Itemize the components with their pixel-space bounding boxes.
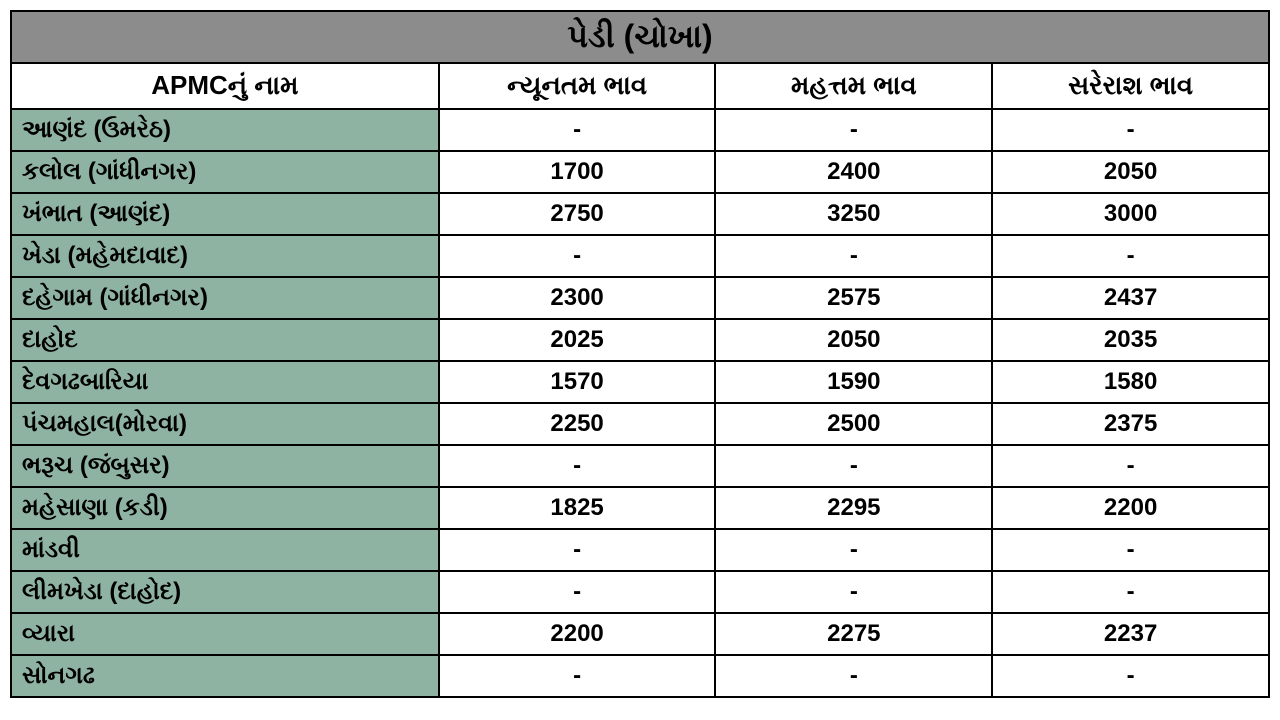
header-row: APMCનું નામ ન્યૂનતમ ભાવ મહત્તમ ભાવ સરેરા… [11, 63, 1269, 109]
avg-price-cell: 1580 [992, 361, 1269, 403]
max-price-cell: - [715, 655, 992, 697]
avg-price-cell: 2437 [992, 277, 1269, 319]
apmc-name-cell: ખેડા (મહેમદાવાદ) [11, 235, 439, 277]
min-price-cell: 2750 [439, 193, 716, 235]
max-price-cell: 2050 [715, 319, 992, 361]
col-header-name: APMCનું નામ [11, 63, 439, 109]
table-row: પંચમહાલ(મોરવા)225025002375 [11, 403, 1269, 445]
apmc-name-cell: વ્યારા [11, 613, 439, 655]
max-price-cell: - [715, 445, 992, 487]
avg-price-cell: - [992, 655, 1269, 697]
min-price-cell: 2250 [439, 403, 716, 445]
apmc-name-cell: દહેગામ (ગાંધીનગર) [11, 277, 439, 319]
apmc-name-cell: કલોલ (ગાંધીનગર) [11, 151, 439, 193]
avg-price-cell: - [992, 571, 1269, 613]
min-price-cell: - [439, 655, 716, 697]
table-title: પેડી (ચોખા) [11, 11, 1269, 63]
table-row: લીમખેડા (દાહોદ)--- [11, 571, 1269, 613]
table-row: મહેસાણા (કડી)182522952200 [11, 487, 1269, 529]
min-price-cell: 2200 [439, 613, 716, 655]
max-price-cell: - [715, 529, 992, 571]
max-price-cell: - [715, 235, 992, 277]
apmc-name-cell: આણંદ (ઉમરેઠ) [11, 109, 439, 151]
table-row: માંડવી--- [11, 529, 1269, 571]
table-row: ખંભાત (આણંદ)275032503000 [11, 193, 1269, 235]
col-header-avg: સરેરાશ ભાવ [992, 63, 1269, 109]
avg-price-cell: 2050 [992, 151, 1269, 193]
table-row: દાહોદ202520502035 [11, 319, 1269, 361]
max-price-cell: 2400 [715, 151, 992, 193]
apmc-name-cell: ભરૂચ (જંબુસર) [11, 445, 439, 487]
max-price-cell: 2500 [715, 403, 992, 445]
table-row: આણંદ (ઉમરેઠ)--- [11, 109, 1269, 151]
avg-price-cell: - [992, 235, 1269, 277]
avg-price-cell: - [992, 445, 1269, 487]
title-row: પેડી (ચોખા) [11, 11, 1269, 63]
max-price-cell: - [715, 109, 992, 151]
table-row: સોનગઢ--- [11, 655, 1269, 697]
table-row: દહેગામ (ગાંધીનગર)230025752437 [11, 277, 1269, 319]
max-price-cell: 3250 [715, 193, 992, 235]
min-price-cell: - [439, 529, 716, 571]
table-row: વ્યારા220022752237 [11, 613, 1269, 655]
apmc-name-cell: પંચમહાલ(મોરવા) [11, 403, 439, 445]
table-row: ખેડા (મહેમદાવાદ)--- [11, 235, 1269, 277]
max-price-cell: 1590 [715, 361, 992, 403]
min-price-cell: - [439, 109, 716, 151]
table-row: ભરૂચ (જંબુસર)--- [11, 445, 1269, 487]
min-price-cell: 2300 [439, 277, 716, 319]
col-header-min: ન્યૂનતમ ભાવ [439, 63, 716, 109]
apmc-name-cell: સોનગઢ [11, 655, 439, 697]
min-price-cell: - [439, 235, 716, 277]
max-price-cell: 2295 [715, 487, 992, 529]
min-price-cell: 1700 [439, 151, 716, 193]
apmc-name-cell: માંડવી [11, 529, 439, 571]
apmc-name-cell: ખંભાત (આણંદ) [11, 193, 439, 235]
avg-price-cell: 2035 [992, 319, 1269, 361]
apmc-name-cell: લીમખેડા (દાહોદ) [11, 571, 439, 613]
table-row: કલોલ (ગાંધીનગર)170024002050 [11, 151, 1269, 193]
avg-price-cell: - [992, 529, 1269, 571]
min-price-cell: 1570 [439, 361, 716, 403]
apmc-name-cell: દાહોદ [11, 319, 439, 361]
avg-price-cell: 2375 [992, 403, 1269, 445]
min-price-cell: 2025 [439, 319, 716, 361]
table-row: દેવગઢબારિયા157015901580 [11, 361, 1269, 403]
col-header-max: મહત્તમ ભાવ [715, 63, 992, 109]
avg-price-cell: 2200 [992, 487, 1269, 529]
apmc-name-cell: મહેસાણા (કડી) [11, 487, 439, 529]
avg-price-cell: 2237 [992, 613, 1269, 655]
table-body: આણંદ (ઉમરેઠ)---કલોલ (ગાંધીનગર)1700240020… [11, 109, 1269, 697]
price-table: પેડી (ચોખા) APMCનું નામ ન્યૂનતમ ભાવ મહત્… [10, 10, 1270, 698]
avg-price-cell: - [992, 109, 1269, 151]
avg-price-cell: 3000 [992, 193, 1269, 235]
min-price-cell: 1825 [439, 487, 716, 529]
apmc-name-cell: દેવગઢબારિયા [11, 361, 439, 403]
max-price-cell: 2575 [715, 277, 992, 319]
min-price-cell: - [439, 571, 716, 613]
min-price-cell: - [439, 445, 716, 487]
max-price-cell: - [715, 571, 992, 613]
max-price-cell: 2275 [715, 613, 992, 655]
